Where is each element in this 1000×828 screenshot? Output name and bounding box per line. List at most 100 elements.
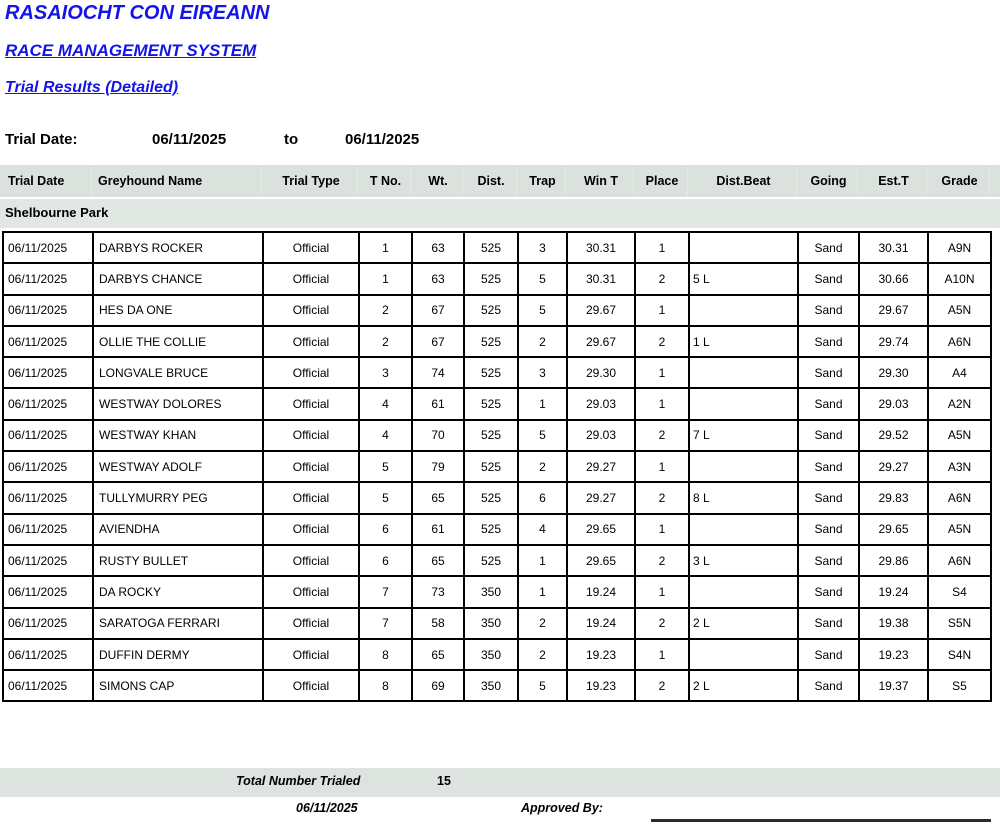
org-title: RASAIOCHT CON EIREANN: [5, 2, 270, 24]
cell-trial-type: Official: [262, 543, 360, 578]
cell-est-t: 29.65: [858, 512, 929, 546]
cell-trial-date: 06/11/2025: [2, 637, 94, 672]
cell-wt: 63: [411, 230, 465, 265]
cell-win-t: 30.31: [566, 262, 636, 296]
cell-t-no: 5: [358, 481, 413, 515]
cell-wt: 58: [411, 606, 465, 640]
cell-trial-date: 06/11/2025: [2, 356, 94, 390]
cell-trial-type: Official: [262, 324, 360, 359]
cell-t-no: 2: [358, 324, 413, 359]
cell-grade: A2N: [927, 387, 992, 421]
cell-t-no: 1: [358, 230, 413, 265]
cell-t-no: 8: [358, 669, 413, 703]
cell-trial-date: 06/11/2025: [2, 230, 94, 265]
cell-trial-date: 06/11/2025: [2, 606, 94, 640]
cell-win-t: 29.03: [566, 418, 636, 453]
cell-win-t: 29.27: [566, 481, 636, 515]
cell-dist-beat: [688, 512, 799, 546]
cell-dist: 350: [463, 637, 519, 672]
cell-greyhound-name: WESTWAY ADOLF: [92, 450, 264, 484]
cell-t-no: 4: [358, 418, 413, 453]
cell-place: 2: [634, 669, 690, 703]
cell-trap: 4: [517, 512, 568, 546]
cell-dist-beat: [688, 575, 799, 609]
cell-going: Sand: [797, 230, 860, 265]
cell-going: Sand: [797, 450, 860, 484]
cell-dist-beat: 7 L: [688, 418, 799, 453]
cell-place: 1: [634, 230, 690, 265]
cell-trap: 6: [517, 481, 568, 515]
cell-win-t: 29.65: [566, 543, 636, 578]
cell-win-t: 19.24: [566, 606, 636, 640]
header-row: Trial Date Greyhound Name Trial Type T No. W…: [3, 166, 991, 196]
column-header-wt: Wt.: [412, 166, 464, 196]
column-header-dist: Dist.: [464, 166, 518, 196]
cell-wt: 73: [411, 575, 465, 609]
cell-est-t: 19.24: [858, 575, 929, 609]
cell-wt: 67: [411, 324, 465, 359]
trial-date-filter: Trial Date: 06/11/2025 to 06/11/2025: [0, 131, 1000, 153]
table-row: 06/11/2025 WESTWAY KHAN Official 4 70 525 5 29.…: [2, 418, 992, 453]
cell-going: Sand: [797, 512, 860, 546]
cell-win-t: 19.24: [566, 575, 636, 609]
column-header-place: Place: [635, 166, 689, 196]
cell-trap: 2: [517, 606, 568, 640]
results-table: 06/11/2025 DARBYS ROCKER Official 1 63 525 3 30…: [2, 230, 992, 703]
cell-dist: 525: [463, 450, 519, 484]
cell-going: Sand: [797, 543, 860, 578]
cell-grade: A9N: [927, 230, 992, 265]
cell-trial-date: 06/11/2025: [2, 669, 94, 703]
cell-wt: 65: [411, 543, 465, 578]
cell-greyhound-name: DA ROCKY: [92, 575, 264, 609]
cell-est-t: 29.52: [858, 418, 929, 453]
cell-trial-date: 06/11/2025: [2, 450, 94, 484]
to-label: to: [284, 131, 299, 148]
cell-t-no: 5: [358, 450, 413, 484]
cell-greyhound-name: DUFFIN DERMY: [92, 637, 264, 672]
cell-dist: 525: [463, 324, 519, 359]
cell-win-t: 19.23: [566, 669, 636, 703]
cell-win-t: 29.27: [566, 450, 636, 484]
cell-grade: S4: [927, 575, 992, 609]
cell-wt: 69: [411, 669, 465, 703]
cell-wt: 70: [411, 418, 465, 453]
cell-dist: 525: [463, 512, 519, 546]
track-section-band: Shelbourne Park: [0, 199, 1000, 228]
cell-grade: A4: [927, 356, 992, 390]
cell-win-t: 29.67: [566, 324, 636, 359]
cell-place: 1: [634, 637, 690, 672]
cell-grade: S5: [927, 669, 992, 703]
cell-est-t: 29.74: [858, 324, 929, 359]
cell-trial-type: Official: [262, 575, 360, 609]
column-header-trial-date: Trial Date: [3, 166, 93, 196]
cell-dist-beat: 5 L: [688, 262, 799, 296]
cell-trap: 1: [517, 543, 568, 578]
cell-trial-type: Official: [262, 606, 360, 640]
cell-trap: 1: [517, 387, 568, 421]
cell-place: 1: [634, 512, 690, 546]
cell-dist-beat: [688, 637, 799, 672]
cell-t-no: 2: [358, 293, 413, 327]
cell-win-t: 19.23: [566, 637, 636, 672]
track-name: Shelbourne Park: [5, 205, 109, 220]
cell-grade: A10N: [927, 262, 992, 296]
cell-dist: 525: [463, 481, 519, 515]
cell-greyhound-name: AVIENDHA: [92, 512, 264, 546]
column-header-trial-type: Trial Type: [263, 166, 359, 196]
date-from-value: 06/11/2025: [152, 131, 227, 148]
cell-grade: A6N: [927, 324, 992, 359]
cell-win-t: 29.67: [566, 293, 636, 327]
cell-greyhound-name: DARBYS CHANCE: [92, 262, 264, 296]
cell-wt: 67: [411, 293, 465, 327]
cell-trial-date: 06/11/2025: [2, 262, 94, 296]
column-header-going: Going: [798, 166, 859, 196]
cell-grade: A3N: [927, 450, 992, 484]
total-trialed-value: 15: [437, 774, 451, 788]
cell-place: 1: [634, 387, 690, 421]
footer-date: 06/11/2025: [296, 801, 358, 815]
cell-t-no: 8: [358, 637, 413, 672]
cell-dist: 525: [463, 387, 519, 421]
cell-dist: 350: [463, 606, 519, 640]
cell-dist: 350: [463, 669, 519, 703]
cell-grade: S4N: [927, 637, 992, 672]
